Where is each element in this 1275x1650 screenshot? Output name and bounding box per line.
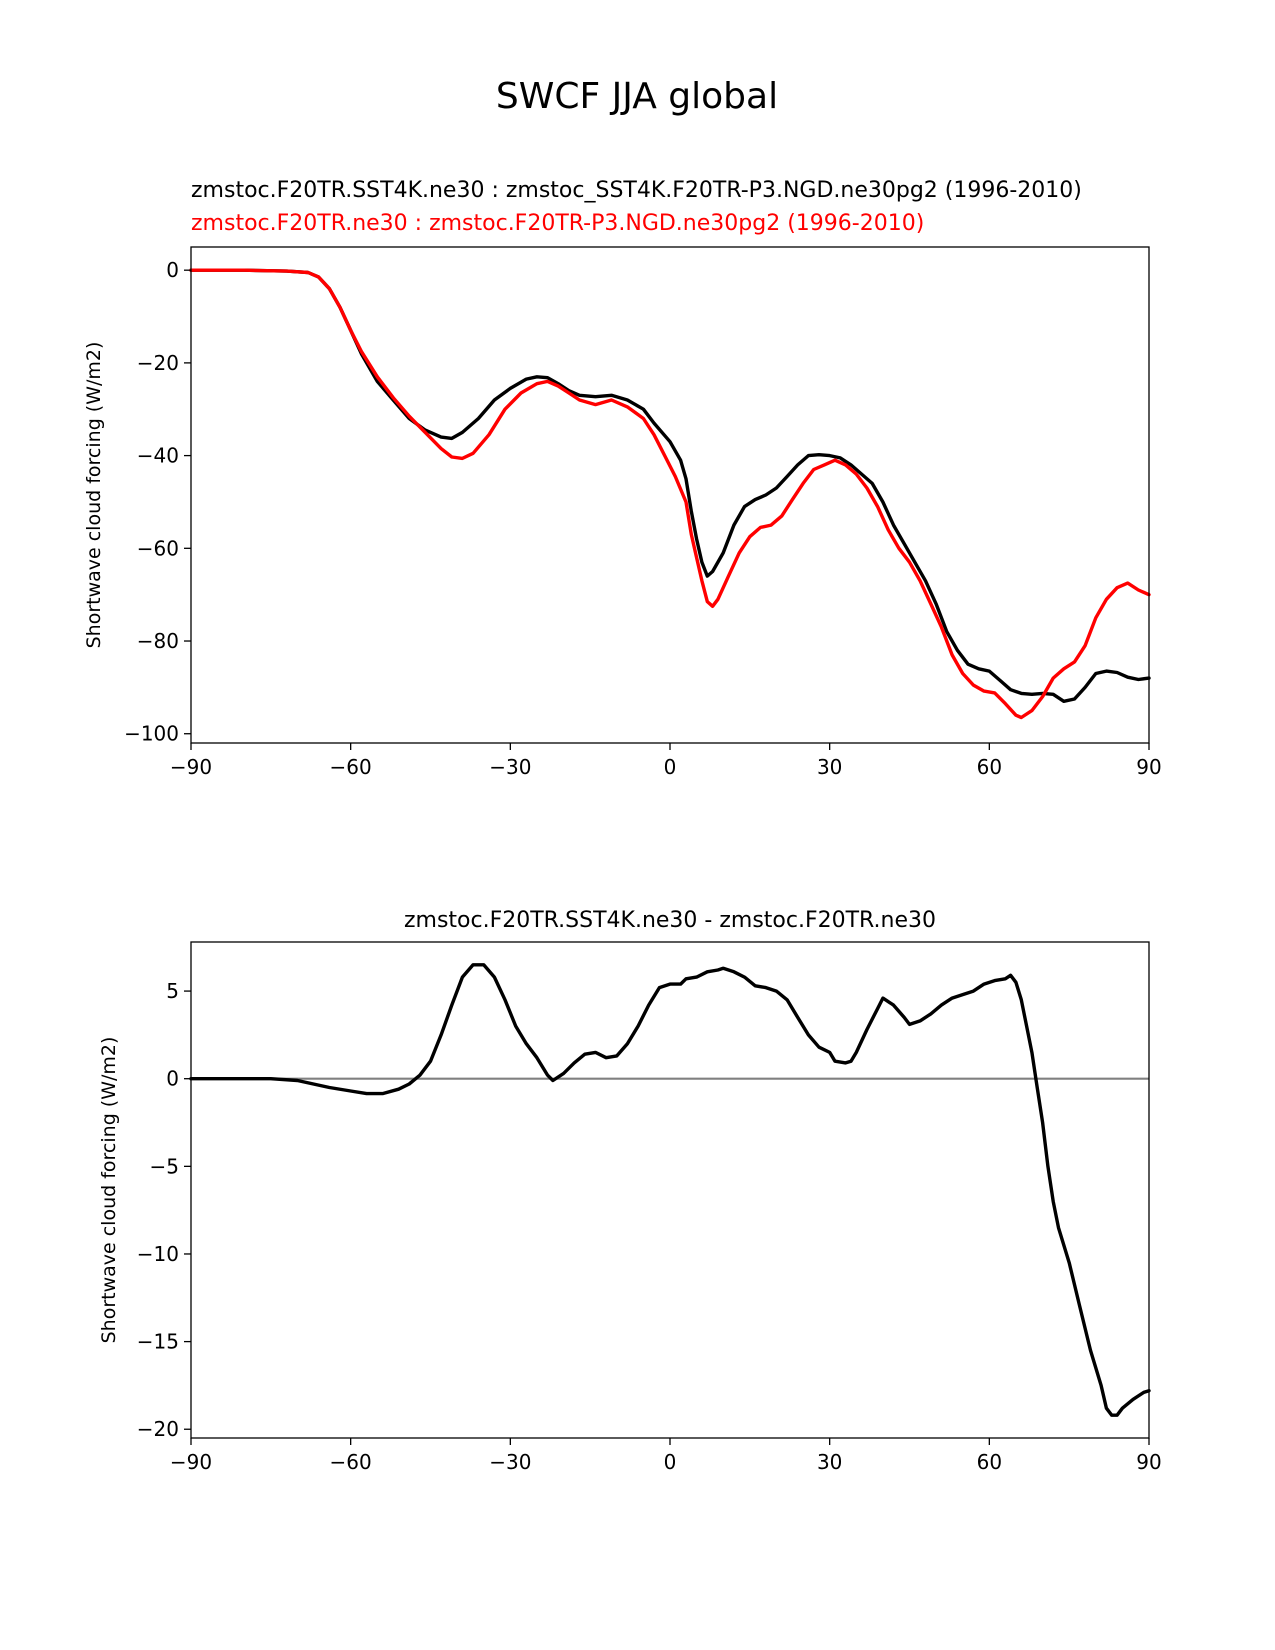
bottom-y-tick-label: 0 xyxy=(166,1067,179,1091)
top-y-axis-label: Shortwave cloud forcing (W/m2) xyxy=(83,342,105,649)
bottom-x-tick-label: −90 xyxy=(170,1450,212,1474)
figure-title: SWCF JJA global xyxy=(496,76,778,117)
bottom-x-tick-label: 0 xyxy=(664,1450,677,1474)
bottom-x-tick-label: 90 xyxy=(1136,1450,1161,1474)
top-x-tick-label: 60 xyxy=(977,755,1002,779)
bottom-x-tick-label: 60 xyxy=(977,1450,1002,1474)
top-y-tick-label: −40 xyxy=(137,444,179,468)
top-x-tick-label: −30 xyxy=(489,755,531,779)
top-x-tick-label: 0 xyxy=(664,755,677,779)
top-y-tick-label: −20 xyxy=(137,351,179,375)
top-series-line-1 xyxy=(189,268,1151,720)
bottom-y-tick-label: −5 xyxy=(150,1154,179,1178)
bottom-x-tick-label: −30 xyxy=(489,1450,531,1474)
top-x-tick-label: 90 xyxy=(1136,755,1161,779)
top-plot-frame xyxy=(190,246,1150,744)
bottom-plot-frame xyxy=(190,941,1150,1439)
top-title-ref: zmstoc.F20TR.ne30 : zmstoc.F20TR-P3.NGD.… xyxy=(191,211,924,236)
bottom-x-tick-label: 30 xyxy=(817,1450,842,1474)
bottom-series-line-0 xyxy=(189,963,1151,1417)
top-x-ticks: −90 −60 −30 0 30 60 90 xyxy=(170,743,1162,779)
bottom-x-ticks: −90 −60 −30 0 30 60 90 xyxy=(170,1438,1162,1474)
top-series-line-0 xyxy=(189,268,1151,703)
top-y-ticks: 0 −20 −40 −60 −80 −100 xyxy=(124,258,191,746)
bottom-y-tick-label: −15 xyxy=(137,1330,179,1354)
bottom-y-tick-label: 5 xyxy=(166,979,179,1003)
top-y-tick-label: 0 xyxy=(166,258,179,282)
bottom-y-ticks: 5 0 −5 −10 −15 −20 xyxy=(137,979,191,1441)
bottom-y-tick-label: −20 xyxy=(137,1417,179,1441)
top-panel: zmstoc.F20TR.SST4K.ne30 : zmstoc_SST4K.F… xyxy=(83,178,1162,779)
top-x-tick-label: −60 xyxy=(330,755,372,779)
top-y-tick-label: −80 xyxy=(137,629,179,653)
top-title-test: zmstoc.F20TR.SST4K.ne30 : zmstoc_SST4K.F… xyxy=(191,178,1082,203)
bottom-title: zmstoc.F20TR.SST4K.ne30 - zmstoc.F20TR.n… xyxy=(404,908,936,933)
top-x-tick-label: −90 xyxy=(170,755,212,779)
bottom-plot-lines xyxy=(189,963,1151,1417)
bottom-y-axis-label: Shortwave cloud forcing (W/m2) xyxy=(98,1037,120,1344)
top-y-tick-label: −100 xyxy=(124,722,179,746)
bottom-x-tick-label: −60 xyxy=(330,1450,372,1474)
top-y-tick-label: −60 xyxy=(137,536,179,560)
top-plot-lines xyxy=(189,268,1151,720)
bottom-y-tick-label: −10 xyxy=(137,1242,179,1266)
top-x-tick-label: 30 xyxy=(817,755,842,779)
bottom-panel: zmstoc.F20TR.SST4K.ne30 - zmstoc.F20TR.n… xyxy=(98,908,1162,1474)
